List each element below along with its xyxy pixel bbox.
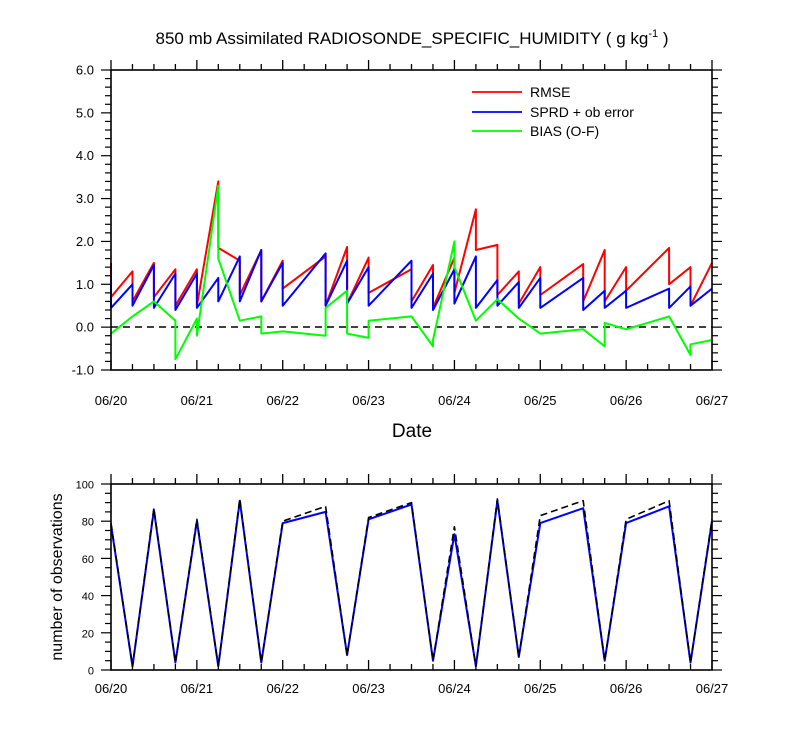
bottom-y-axis-label: number of observations (49, 493, 66, 660)
x-tick-label: 06/21 (181, 393, 214, 408)
legend-label-bias: BIAS (O-F) (530, 123, 599, 139)
x-tick-label: 06/22 (266, 393, 299, 408)
x-tick-label: 06/24 (438, 393, 471, 408)
bottom-x-tick-labels: 06/20 06/21 06/22 06/23 06/24 06/25 06/26 06/27 (95, 681, 729, 696)
top-y-tick-labels: -1.0 0.0 1.0 2.0 3.0 4.0 5.0 6.0 (72, 63, 94, 378)
y-tick-label: 60 (82, 554, 94, 566)
legend: RMSE SPRD + ob error BIAS (O-F) (472, 84, 634, 139)
series-line-obs-used (110, 499, 713, 668)
y-tick-label: -1.0 (72, 363, 94, 378)
top-x-axis-label: Date (392, 421, 432, 442)
y-tick-label: 20 (82, 628, 94, 640)
bottom-series-group (110, 498, 713, 668)
series-line-obs-possible (110, 498, 713, 668)
top-x-tick-labels: 06/20 06/21 06/22 06/23 06/24 06/25 06/26 06/27 (95, 393, 729, 408)
bottom-plot-frame (110, 483, 713, 671)
series-line-bias-o-f (110, 184, 713, 361)
x-tick-label: 06/23 (352, 681, 385, 696)
x-tick-label: 06/20 (95, 393, 128, 408)
top-panel: -1.00.01.02.03.04.05.06.0 06/20 06/21 06/2… (72, 60, 729, 442)
legend-label-rmse: RMSE (530, 84, 570, 100)
y-tick-label: 2.0 (76, 234, 94, 249)
x-tick-label: 06/27 (696, 681, 729, 696)
bottom-y-tick-labels: 0 20 40 60 80 100 (76, 480, 94, 678)
legend-item-rmse: RMSE (472, 84, 570, 100)
x-tick-label: 06/22 (266, 681, 299, 696)
y-tick-label: 80 (82, 517, 94, 529)
x-tick-label: 06/26 (610, 681, 643, 696)
series-line-sprd-ob-error (110, 249, 713, 311)
y-tick-label: 1.0 (76, 277, 94, 292)
y-tick-label: 4.0 (76, 148, 94, 163)
x-tick-label: 06/20 (95, 681, 128, 696)
x-tick-label: 06/25 (524, 393, 557, 408)
legend-label-sprd: SPRD + ob error (530, 104, 634, 120)
y-tick-label: 3.0 (76, 191, 94, 206)
x-tick-label: 06/27 (696, 393, 729, 408)
top-axis-ticks (101, 60, 722, 371)
y-tick-label: 0.0 (76, 320, 94, 335)
x-tick-label: 06/24 (438, 681, 471, 696)
top-plot-frame (110, 69, 713, 371)
chart-title: 850 mb Assimilated RADIOSONDE_SPECIFIC_H… (156, 28, 669, 48)
x-tick-label: 06/23 (352, 393, 385, 408)
y-tick-label: 0 (88, 666, 94, 678)
x-tick-label: 06/25 (524, 681, 557, 696)
legend-item-sprd: SPRD + ob error (472, 104, 634, 120)
x-tick-label: 06/26 (610, 393, 643, 408)
y-tick-label: 100 (76, 480, 94, 492)
legend-item-bias: BIAS (O-F) (472, 123, 599, 139)
y-tick-label: 5.0 (76, 105, 94, 120)
y-tick-label: 40 (82, 591, 94, 603)
y-tick-label: 6.0 (76, 63, 94, 78)
top-series-group (110, 180, 713, 361)
x-tick-label: 06/21 (181, 681, 214, 696)
